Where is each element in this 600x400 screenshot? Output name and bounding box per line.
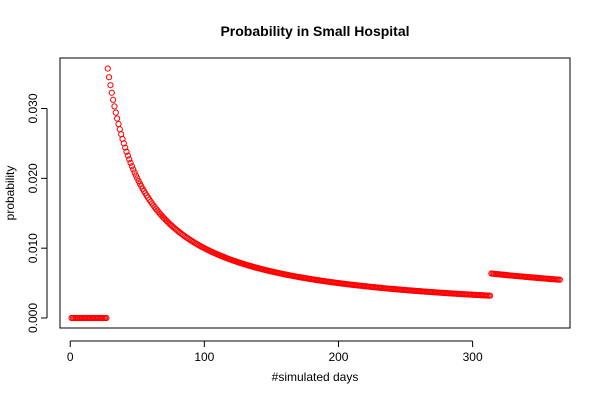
y-tick-label: 0.030 [26,93,40,123]
y-axis-label: probability [3,166,17,221]
data-point [124,152,131,159]
chart-title: Probability in Small Hospital [220,23,409,39]
data-point [126,156,133,163]
x-axis-label: #simulated days [272,370,359,384]
x-tick-label: 100 [194,350,214,364]
data-point [108,89,115,96]
data-point [127,159,134,166]
data-point [106,74,113,81]
y-tick-label: 0.000 [26,303,40,333]
data-point [120,140,127,147]
x-tick-label: 300 [463,350,483,364]
y-tick-label: 0.020 [26,163,40,193]
data-point [107,82,114,89]
plot-area-frame [59,57,571,329]
x-tick-label: 200 [328,350,348,364]
y-axis: 0.000 0.010 0.020 0.030 [26,93,48,333]
data-point [104,65,111,72]
data-point [130,166,137,173]
data-point [115,120,122,128]
data-point [128,163,135,170]
data-point [114,115,121,122]
data-point [112,109,119,116]
data-point [486,292,494,299]
data-point [122,144,129,151]
data-points [68,65,563,322]
data-point [131,169,138,176]
data-point [110,96,117,103]
data-point [111,103,118,110]
data-point [132,172,140,179]
x-tick-label: 0 [67,350,74,364]
data-point [123,148,130,155]
data-point [556,276,563,283]
data-point [116,126,123,133]
data-point [103,314,110,322]
x-axis: 0 100 200 300 [67,340,483,364]
y-tick-label: 0.010 [26,233,40,263]
